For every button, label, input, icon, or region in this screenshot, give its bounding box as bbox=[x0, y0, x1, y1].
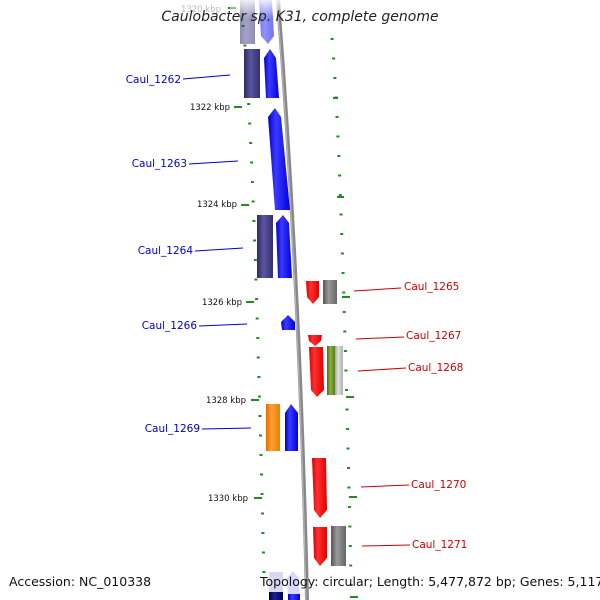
gene-caul-1269-cog-block bbox=[266, 404, 280, 451]
scale-label-1322: 1322 kbp bbox=[190, 103, 230, 113]
genome-backbone bbox=[276, 0, 309, 600]
gene-caul-1271-cog-block bbox=[331, 526, 346, 566]
gene-label-caul-1268[interactable]: Caul_1268 bbox=[408, 362, 463, 374]
leader-lines-right bbox=[353, 287, 411, 547]
gene-caul-1270[interactable] bbox=[312, 458, 327, 518]
gene-caul-1265-cog-block bbox=[323, 280, 337, 304]
gene-label-caul-1264[interactable]: Caul_1264 bbox=[138, 245, 194, 257]
gene-caul-1264-arrow bbox=[276, 215, 292, 278]
gene-caul-1267[interactable] bbox=[308, 335, 322, 346]
scale-label-1328: 1328 kbp bbox=[206, 396, 246, 406]
gene-label-caul-1270[interactable]: Caul_1270 bbox=[411, 479, 466, 491]
gene-caul-1262-arrow bbox=[264, 49, 279, 98]
gene-caul-1262-cog-block bbox=[244, 49, 260, 98]
gene-caul-1271-arrow bbox=[313, 527, 327, 566]
gene-caul-1267-arrow bbox=[308, 335, 322, 346]
gene-caul-1269[interactable] bbox=[266, 404, 298, 451]
scale-label-1330: 1330 kbp bbox=[208, 494, 248, 504]
leader-lines-left bbox=[182, 74, 252, 430]
scale-ticks bbox=[228, 7, 358, 598]
gene-label-caul-1271[interactable]: Caul_1271 bbox=[412, 539, 467, 551]
gene-label-caul-1263[interactable]: Caul_1263 bbox=[132, 158, 187, 170]
gene-caul-1265-arrow bbox=[306, 281, 319, 304]
gene-caul-1268-cog-block-grey bbox=[335, 346, 343, 395]
gene-caul-1272-cog-block-dark bbox=[269, 592, 283, 600]
gene-label-caul-1267[interactable]: Caul_1267 bbox=[406, 330, 461, 342]
gene-caul-1268-arrow bbox=[309, 347, 324, 397]
gene-caul-1264-cog-block bbox=[257, 215, 273, 278]
topology-text: Topology: circular; Length: 5,477,872 bp… bbox=[260, 574, 600, 589]
map-title: Caulobacter sp. K31, complete genome bbox=[161, 9, 439, 25]
gene-caul-1264[interactable] bbox=[257, 215, 292, 278]
tick-rings bbox=[241, 25, 353, 586]
gene-label-caul-1262[interactable]: Caul_1262 bbox=[126, 74, 181, 86]
gene-caul-1265[interactable] bbox=[306, 280, 337, 304]
gene-caul-1272[interactable] bbox=[269, 571, 300, 600]
gene-caul-1268[interactable] bbox=[309, 346, 343, 397]
gene-caul-1268-cog-block-olive bbox=[327, 346, 335, 395]
scale-label-1326: 1326 kbp bbox=[202, 298, 242, 308]
gene-caul-1263[interactable] bbox=[268, 108, 290, 210]
scale-label-1324: 1324 kbp bbox=[197, 200, 237, 210]
scale-label-1320: 1320 kbp bbox=[181, 5, 221, 15]
accession-text: Accession: NC_010338 bbox=[9, 574, 152, 589]
gene-caul-1269-arrow bbox=[285, 404, 298, 451]
gene-caul-1270-arrow bbox=[312, 458, 327, 518]
genome-backbone-highlight bbox=[276, 0, 307, 600]
top-fade bbox=[230, 0, 290, 18]
gene-label-caul-1266[interactable]: Caul_1266 bbox=[142, 320, 198, 332]
gene-caul-1266[interactable] bbox=[281, 315, 295, 330]
gene-caul-1271[interactable] bbox=[313, 526, 346, 566]
gene-caul-1262[interactable] bbox=[244, 49, 279, 98]
gene-caul-1263-arrow bbox=[268, 108, 290, 210]
gene-caul-1272-arrow bbox=[287, 571, 300, 600]
gene-caul-1266-arrow bbox=[281, 315, 295, 330]
gene-label-caul-1269[interactable]: Caul_1269 bbox=[145, 423, 200, 435]
gene-label-caul-1265[interactable]: Caul_1265 bbox=[404, 281, 459, 293]
gene-caul-1272-arrow-dark bbox=[288, 594, 300, 600]
